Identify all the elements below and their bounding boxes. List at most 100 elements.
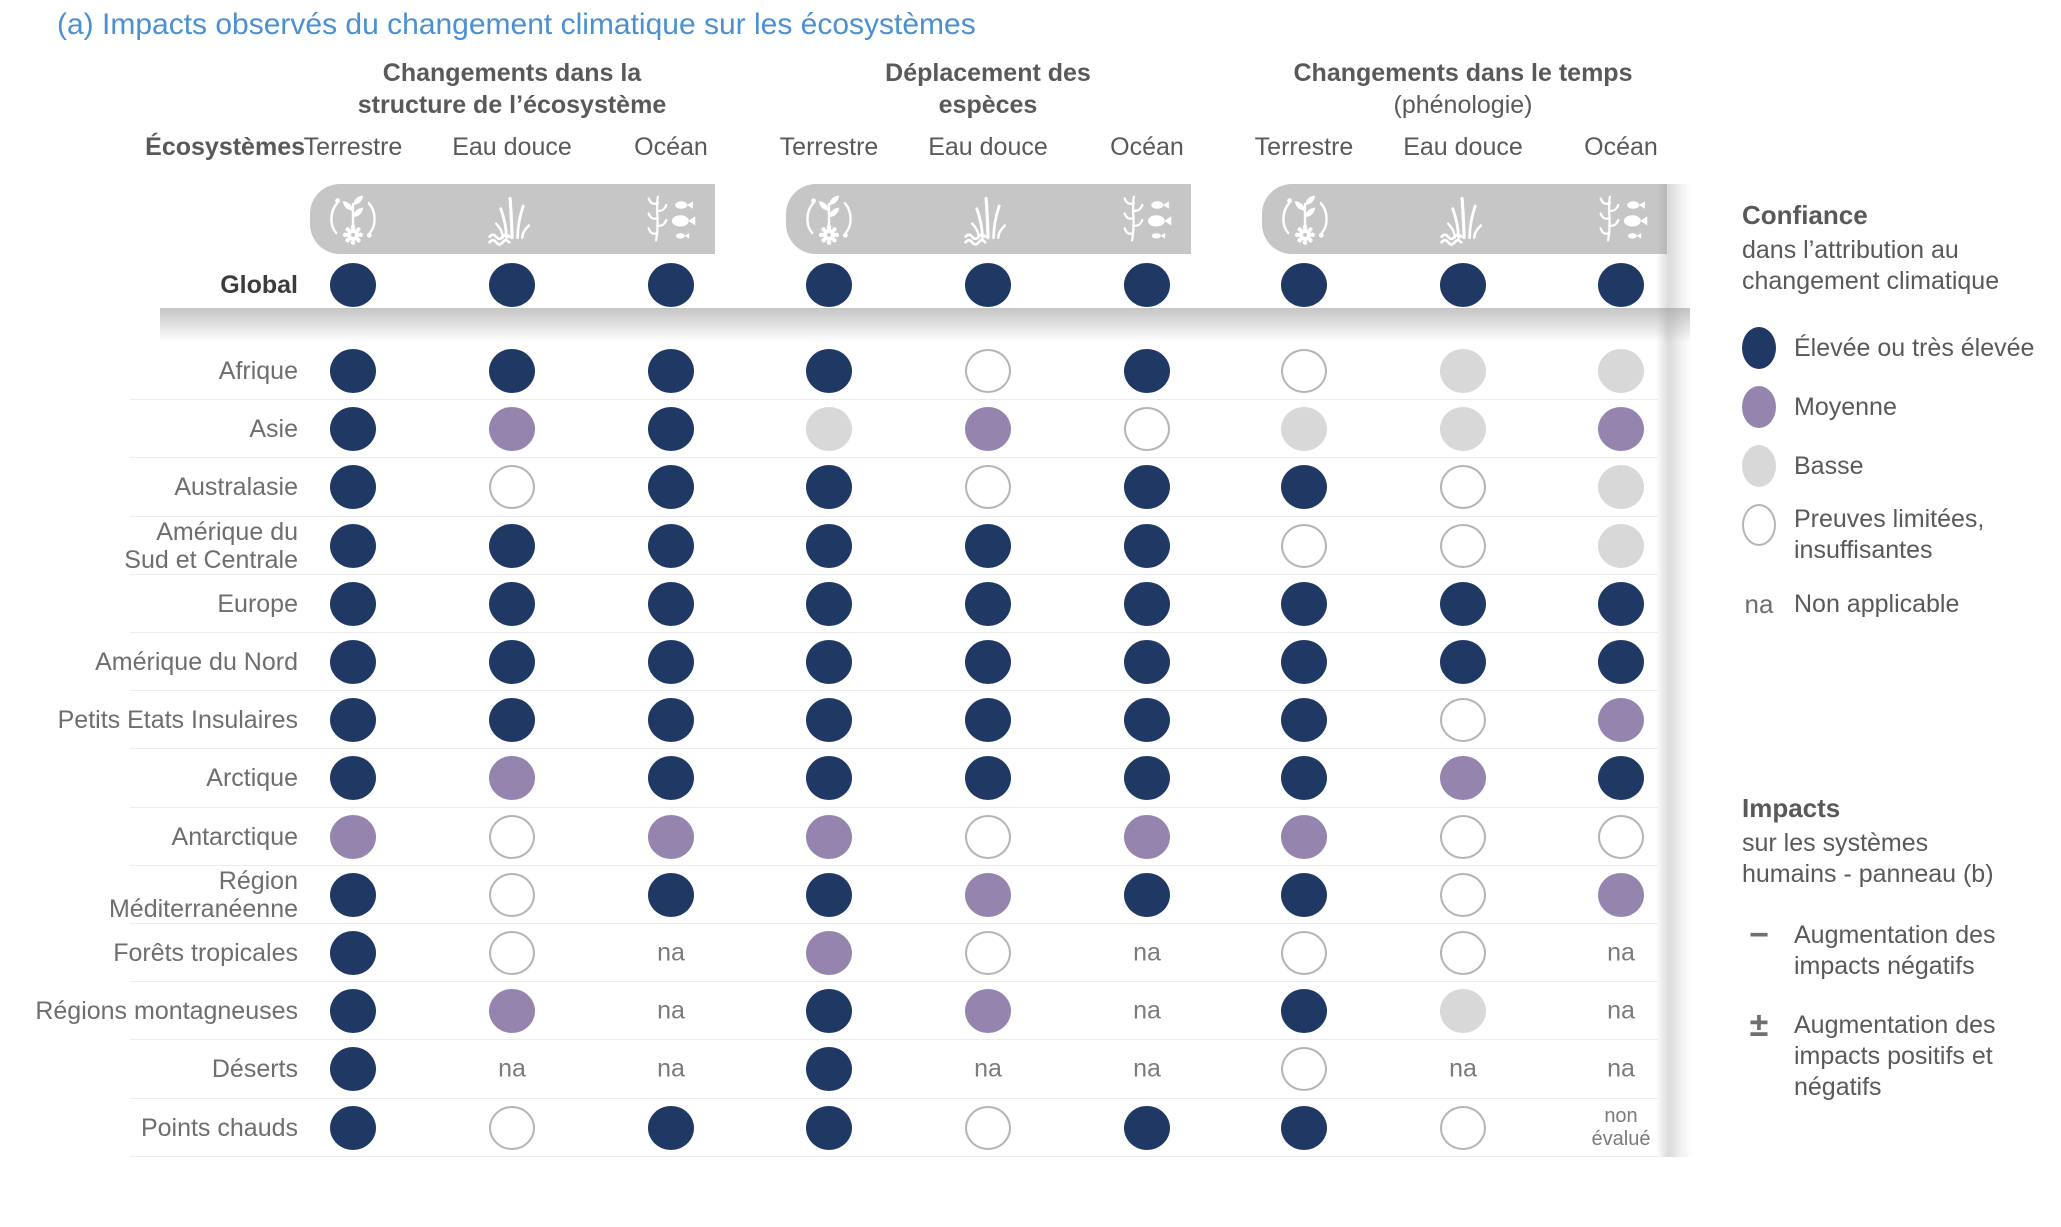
legend-item-positive-negative-impacts: ± Augmentation des impacts positifs et n… xyxy=(1742,1008,2057,1103)
confidence-dot-high xyxy=(965,756,1011,801)
legend-item-label: Moyenne xyxy=(1794,392,1897,421)
legend-item-medium: Moyenne xyxy=(1742,386,2057,428)
matrix-row: Amérique du Sud et Centrale xyxy=(0,515,1700,575)
confidence-dot-limited xyxy=(489,1105,535,1150)
confidence-dot-limited xyxy=(965,814,1011,859)
confidence-dot-low xyxy=(1598,523,1644,568)
impacts-legend: Impacts sur les systèmes humains - panne… xyxy=(1742,793,2057,1120)
na-cell: na xyxy=(1607,938,1635,967)
confidence-dot-limited xyxy=(489,465,535,510)
row-label: Petits Etats Insulaires xyxy=(57,706,298,735)
confidence-dot-medium xyxy=(489,989,535,1034)
impacts-legend-subtitle: sur les systèmes humains - panneau (b) xyxy=(1742,829,1994,888)
limited-evidence-dot-icon xyxy=(1742,504,1776,546)
confidence-dot-high xyxy=(330,1047,376,1092)
row-label: Forêts tropicales xyxy=(113,939,298,967)
confidence-dot-medium xyxy=(648,814,694,859)
legend-item-negative-impacts: − Augmentation des impacts négatifs xyxy=(1742,918,2057,982)
high-confidence-dot-icon xyxy=(1742,327,1776,369)
legend-item-high: Élevée ou très élevée xyxy=(1742,327,2057,369)
legend-item-low: Basse xyxy=(1742,445,2057,487)
row-label: Arctique xyxy=(206,764,298,793)
icon-band-structure xyxy=(310,184,715,254)
confidence-dot-high xyxy=(806,349,852,393)
confidence-dot-medium xyxy=(489,407,535,452)
confidence-dot-high xyxy=(1124,698,1170,743)
confidence-dot-high xyxy=(1124,465,1170,510)
group-header-line: structure de l’écosystème xyxy=(357,91,667,119)
confidence-dot-high xyxy=(1124,263,1170,307)
confidence-dot-high xyxy=(330,698,376,743)
confidence-dot-limited xyxy=(965,465,1011,510)
confidence-dot-high xyxy=(1598,581,1644,626)
na-cell: na xyxy=(1133,996,1161,1025)
confidence-dot-high xyxy=(489,523,535,568)
confidence-dot-limited xyxy=(1598,814,1644,859)
na-cell: na xyxy=(657,996,685,1025)
row-header-label: Écosystèmes xyxy=(145,133,305,161)
confidence-dot-high xyxy=(1281,1105,1327,1150)
confidence-dot-high xyxy=(1281,581,1327,626)
matrix-row: Petits Etats Insulaires xyxy=(0,690,1700,749)
group-header-deplacement: Déplacement des espèces xyxy=(778,57,1198,121)
na-cell: na xyxy=(974,1054,1002,1083)
matrix-row: Déserts na na na na na na xyxy=(0,1039,1700,1098)
confidence-dot-limited xyxy=(1440,1105,1486,1150)
confidence-dot-limited xyxy=(1440,698,1486,743)
confidence-dot-high xyxy=(965,698,1011,743)
col-label-ocean: Océan xyxy=(634,133,708,161)
matrix-row: Arctique xyxy=(0,748,1700,807)
row-label: Europe xyxy=(217,589,298,618)
group-header-line: espèces xyxy=(938,91,1038,119)
confidence-dot-high xyxy=(1598,263,1644,307)
confidence-legend-items: Élevée ou très élevée Moyenne Basse Preu… xyxy=(1742,327,2057,625)
confidence-dot-limited xyxy=(1281,931,1327,975)
row-label: Régions montagneuses xyxy=(35,997,298,1026)
confidence-dot-high xyxy=(1281,640,1327,684)
confidence-dot-high xyxy=(1124,872,1170,917)
confidence-dot-medium xyxy=(965,407,1011,452)
confidence-dot-high xyxy=(648,263,694,307)
matrix-row: Région Méditerranéenne xyxy=(0,864,1700,924)
row-label: Global xyxy=(220,271,298,299)
figure-title: (a) Impacts observés du changement clima… xyxy=(57,8,976,41)
confidence-dot-high xyxy=(806,1047,852,1092)
confidence-dot-medium xyxy=(489,756,535,801)
row-label: Points chauds xyxy=(140,1113,298,1142)
confidence-dot-high xyxy=(330,640,376,684)
matrix-row: Asie xyxy=(0,399,1700,458)
confidence-dot-medium xyxy=(1124,814,1170,859)
confidence-dot-limited xyxy=(1440,872,1486,917)
legend-item-label: Non applicable xyxy=(1794,589,1960,618)
col-label-terrestre: Terrestre xyxy=(303,133,403,161)
confidence-dot-high xyxy=(806,989,852,1034)
confidence-dot-high xyxy=(806,523,852,568)
row-label: Amérique du Nord xyxy=(95,648,298,676)
confidence-dot-low xyxy=(1598,349,1644,393)
confidence-legend-title: Confiance xyxy=(1742,200,1868,230)
confidence-dot-high xyxy=(806,640,852,684)
row-label: Asie xyxy=(249,415,298,444)
legend-item-label: Preuves limitées, insuffisantes xyxy=(1794,505,1985,564)
confidence-dot-high xyxy=(965,581,1011,626)
confidence-dot-high xyxy=(1124,756,1170,801)
confidence-dot-limited xyxy=(1440,814,1486,859)
confidence-dot-medium xyxy=(806,814,852,859)
freshwater-ecosystem-icon xyxy=(960,191,1016,247)
confidence-dot-high xyxy=(1440,263,1486,307)
col-label-terrestre: Terrestre xyxy=(1254,133,1354,161)
group-header-subtitle: (phénologie) xyxy=(1393,91,1533,119)
confidence-dot-medium xyxy=(1281,814,1327,859)
confidence-dot-high xyxy=(1281,756,1327,801)
freshwater-ecosystem-icon xyxy=(484,191,540,247)
confidence-dot-medium xyxy=(1598,698,1644,743)
legend-item-label: Élevée ou très élevée xyxy=(1794,333,2035,362)
confidence-dot-medium xyxy=(1598,872,1644,917)
row-label: Afrique xyxy=(218,357,298,385)
confidence-dot-medium xyxy=(965,989,1011,1034)
matrix-row: Forêts tropicales na na na xyxy=(0,923,1700,982)
col-label-terrestre: Terrestre xyxy=(779,133,879,161)
confidence-legend-subtitle: dans l’attribution au changement climati… xyxy=(1742,236,2000,295)
confidence-dot-high xyxy=(1440,581,1486,626)
